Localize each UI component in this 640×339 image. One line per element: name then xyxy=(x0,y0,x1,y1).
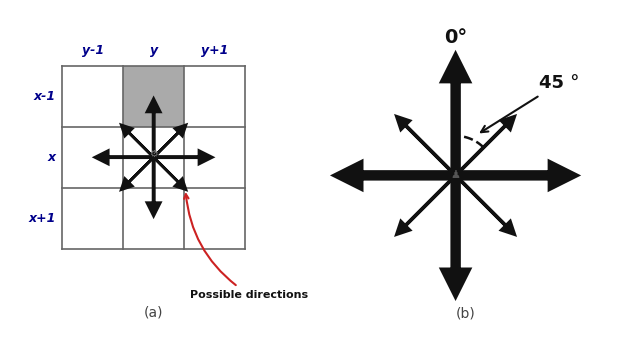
FancyArrow shape xyxy=(121,125,154,157)
FancyArrow shape xyxy=(95,151,154,163)
FancyArrow shape xyxy=(154,157,186,190)
Text: 45 °: 45 ° xyxy=(481,74,579,132)
FancyArrow shape xyxy=(397,175,456,234)
FancyArrow shape xyxy=(456,117,515,176)
FancyArrow shape xyxy=(154,151,212,163)
Text: (b): (b) xyxy=(456,307,476,321)
Text: y: y xyxy=(150,44,157,57)
Text: x-1: x-1 xyxy=(34,90,56,103)
Text: Possible directions: Possible directions xyxy=(184,194,308,300)
Text: y+1: y+1 xyxy=(201,44,228,57)
Text: ♟: ♟ xyxy=(451,171,461,180)
FancyArrow shape xyxy=(341,166,456,184)
Bar xyxy=(123,66,184,127)
FancyArrow shape xyxy=(147,157,160,215)
Text: y-1: y-1 xyxy=(81,44,104,57)
Text: ⚙: ⚙ xyxy=(149,149,158,159)
FancyArrow shape xyxy=(447,176,465,290)
FancyArrow shape xyxy=(397,117,456,176)
FancyArrow shape xyxy=(154,125,186,157)
FancyArrow shape xyxy=(147,99,160,157)
Text: (a): (a) xyxy=(144,306,163,320)
FancyArrow shape xyxy=(447,61,465,176)
Text: x+1: x+1 xyxy=(29,212,56,225)
FancyArrow shape xyxy=(121,157,154,190)
FancyArrow shape xyxy=(456,166,570,184)
Text: 0°: 0° xyxy=(444,28,467,47)
Text: x: x xyxy=(48,151,56,164)
FancyArrow shape xyxy=(456,175,515,234)
